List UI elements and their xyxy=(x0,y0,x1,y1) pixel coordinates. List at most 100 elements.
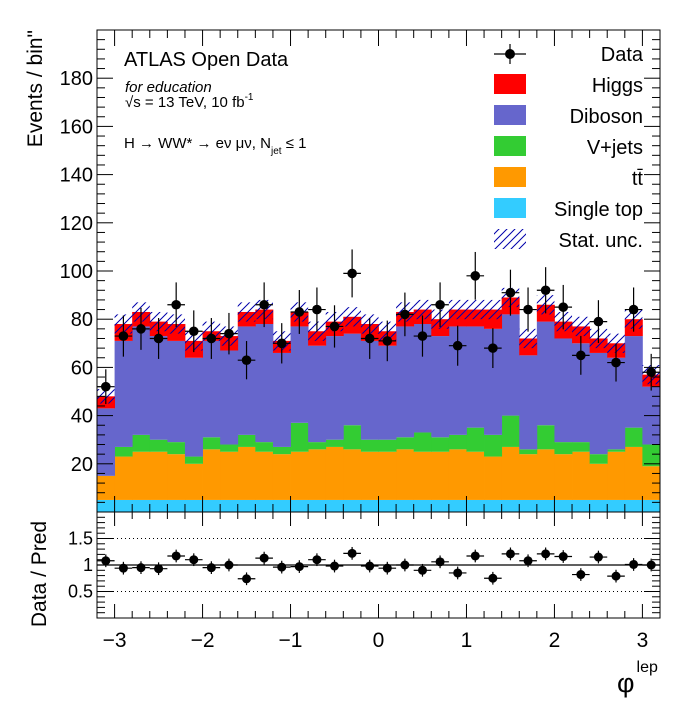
bar-diboson xyxy=(149,336,168,440)
bar-single-top xyxy=(255,499,274,512)
bar-v-jets xyxy=(624,427,643,447)
y-tick-label: 40 xyxy=(71,406,93,428)
channel-suffix: ≤ 1 xyxy=(282,135,307,152)
bar-single-top xyxy=(290,499,309,512)
ratio-point xyxy=(259,553,269,563)
stat-unc-box xyxy=(607,333,625,353)
ratio-point xyxy=(242,574,252,584)
bar-diboson xyxy=(220,350,239,445)
x-tick-label: 1 xyxy=(461,629,473,652)
ratio-point xyxy=(277,562,287,572)
energy-lumi-label: √s = 13 TeV, 10 fb-1 xyxy=(125,92,254,111)
ratio-point xyxy=(470,551,480,561)
y-tick-label: 100 xyxy=(60,261,93,283)
bar-tt xyxy=(343,449,362,500)
bar-diboson xyxy=(167,340,186,443)
ratio-point xyxy=(435,557,445,567)
bar-diboson xyxy=(448,326,467,435)
y-tick-label: 180 xyxy=(60,68,93,90)
data-point xyxy=(576,350,586,361)
bar-tt xyxy=(396,449,415,500)
ratio-point xyxy=(453,568,463,578)
education-label: for education xyxy=(125,79,212,96)
ratio-point xyxy=(189,555,199,565)
bar-single-top xyxy=(308,499,327,512)
bar-single-top xyxy=(396,499,415,512)
bar-tt xyxy=(149,451,168,500)
single-top-swatch xyxy=(494,198,526,218)
data-point xyxy=(294,307,305,317)
bar-single-top xyxy=(607,499,626,512)
bar-single-top xyxy=(132,499,151,512)
bar-tt xyxy=(114,456,133,500)
bar-single-top xyxy=(501,499,520,512)
ratio-y-axis-label: Data / Pred xyxy=(28,521,51,627)
bar-single-top xyxy=(642,499,661,512)
legend-label-data: Data xyxy=(601,44,644,66)
data-point xyxy=(329,321,340,332)
data-point xyxy=(452,340,463,351)
data-point xyxy=(417,331,428,341)
bar-v-jets xyxy=(255,442,274,452)
ratio-y-tick-label: 1.5 xyxy=(68,529,93,549)
ratio-point xyxy=(154,564,164,574)
bar-v-jets xyxy=(325,439,344,447)
ratio-point xyxy=(576,570,586,580)
channel-label: H → WW* → eν μν, Njet ≤ 1 xyxy=(124,135,306,157)
bar-diboson xyxy=(272,352,291,447)
diboson-swatch xyxy=(494,105,526,125)
data-point xyxy=(136,324,146,334)
bar-v-jets xyxy=(413,432,432,452)
bar-v-jets xyxy=(607,449,626,452)
bar-v-jets xyxy=(501,415,520,447)
bar-tt xyxy=(255,451,274,500)
x-tick-label: −3 xyxy=(103,629,127,652)
bar-diboson xyxy=(624,336,643,428)
higgs-swatch xyxy=(494,74,526,94)
bar-diboson xyxy=(536,321,555,426)
data-point xyxy=(118,331,129,341)
bar-diboson xyxy=(484,328,503,435)
legend-label-stat-unc: Stat. unc. xyxy=(559,230,644,252)
bar-single-top xyxy=(413,499,432,512)
bar-diboson xyxy=(184,357,203,457)
bar-tt xyxy=(466,451,485,500)
bar-single-top xyxy=(149,499,168,512)
bar-v-jets xyxy=(308,442,327,450)
bar-tt xyxy=(572,451,591,500)
ratio-point xyxy=(312,555,322,565)
bar-tt xyxy=(519,454,538,500)
bar-single-top xyxy=(202,499,221,512)
bar-diboson xyxy=(431,336,450,438)
bar-tt xyxy=(431,451,450,500)
ratio-point xyxy=(382,563,392,573)
x-tick-label: 3 xyxy=(637,629,649,652)
data-point xyxy=(611,357,621,368)
ratio-y-tick-label: 0.5 xyxy=(68,582,93,602)
bar-v-jets xyxy=(536,425,555,450)
bar-v-jets xyxy=(149,439,168,452)
y-tick-label: 20 xyxy=(71,454,93,476)
bar-tt xyxy=(220,451,239,500)
data-points xyxy=(97,249,660,405)
bar-diboson xyxy=(501,314,520,416)
stacked-histogram xyxy=(97,297,661,512)
ratio-point xyxy=(347,548,357,558)
bar-tt xyxy=(167,454,186,500)
ratio-point xyxy=(118,563,128,573)
ratio-point xyxy=(171,551,181,561)
stat-unc-swatch xyxy=(494,229,526,249)
ratio-point xyxy=(400,560,410,570)
bar-diboson xyxy=(466,326,485,428)
x-axis-label: φlep xyxy=(617,659,658,698)
bar-single-top xyxy=(167,499,186,512)
bar-v-jets xyxy=(220,444,239,452)
ratio-point xyxy=(629,559,639,569)
data-point xyxy=(400,309,410,320)
data-point xyxy=(100,381,111,392)
data-point xyxy=(523,304,533,315)
bar-single-top xyxy=(184,499,203,512)
bar-single-top xyxy=(466,499,485,512)
bar-single-top xyxy=(97,499,115,512)
